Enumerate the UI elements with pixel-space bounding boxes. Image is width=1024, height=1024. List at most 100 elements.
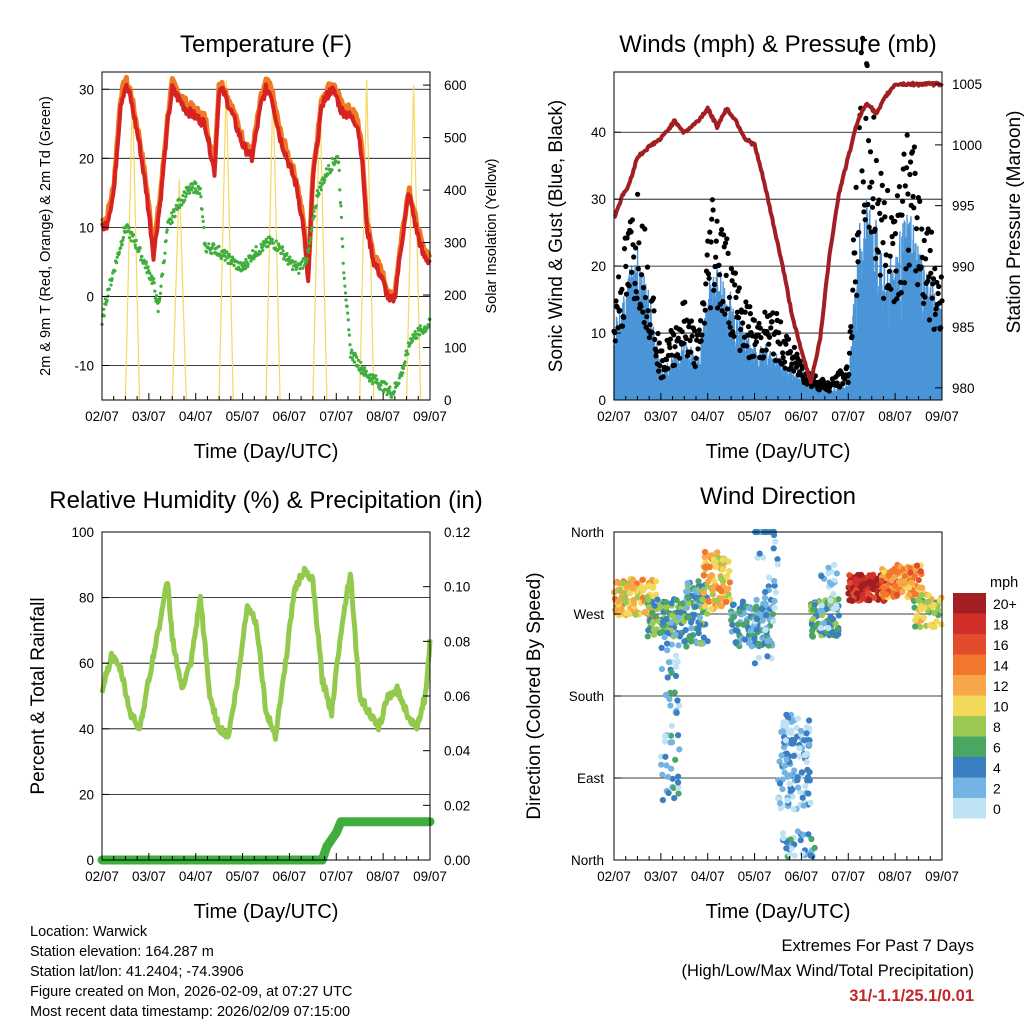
direction-point [748,627,755,634]
gust-point [671,332,677,338]
latlon-text: Station lat/lon: 41.2404; -74.3906 [30,964,244,980]
gust-point [902,183,908,189]
direction-point [752,605,759,613]
gust-point [879,217,885,223]
y2-tick-label: 0.02 [444,798,470,813]
dewpoint-point [355,355,359,359]
direction-point [659,619,667,626]
direction-point [705,578,712,585]
direction-point [688,619,695,626]
dewpoint-point [341,245,345,249]
direction-point [808,835,815,843]
gust-point [758,335,764,341]
direction-point [831,561,838,569]
direction-point [891,574,898,581]
gust-point [682,299,688,305]
legend-swatch [953,675,986,696]
wind-direction-title: Wind Direction [700,483,856,510]
legend-label: 18 [993,617,1009,633]
gust-point [616,274,622,280]
direction-point [675,614,682,621]
gust-point [898,279,904,285]
direction-point [673,663,680,670]
dewpoint-point [109,283,113,287]
gust-point [888,215,895,221]
direction-point [777,805,784,812]
gust-point [913,268,919,274]
gust-point [757,325,763,331]
direction-point [770,618,777,625]
gust-point [780,350,786,356]
direction-point [771,577,778,585]
gust-point [706,275,712,281]
gust-point [892,231,899,237]
gust-point [852,279,859,285]
gust-point [689,333,695,339]
dewpoint-point [378,387,382,391]
direction-point [810,606,817,613]
direction-point [813,622,820,629]
x-tick-label: 07/07 [831,409,865,424]
gust-point [617,307,623,314]
direction-point [906,584,913,591]
dewpoint-point [251,249,255,253]
humidity-grid [102,597,430,795]
direction-point [679,600,686,607]
direction-point [629,576,637,583]
gust-point [928,270,934,276]
gust-point [621,246,628,252]
dewpoint-point [397,381,401,385]
gust-point [626,283,632,289]
gust-point [644,264,651,270]
direction-point [701,603,709,610]
dewpoint-point [146,265,150,269]
dewpoint-point [343,291,348,295]
direction-point [700,634,707,641]
gust-point [844,364,850,370]
dewpoint-point [286,262,290,266]
direction-point [697,621,704,629]
direction-point [617,588,624,595]
x-tick-label: 05/07 [738,409,772,424]
legend-swatch [953,716,986,737]
direction-point [667,739,674,746]
x-tick-label: 06/07 [785,409,819,424]
gust-point [791,344,798,350]
gust-point [894,296,900,302]
dewpoint-point [156,309,160,314]
dewpoint-point [370,382,375,386]
direction-point [869,573,876,580]
direction-point [732,639,739,646]
gust-point [898,290,904,296]
gust-point [875,249,882,255]
gust-point [900,198,906,204]
y2-tick-label: 1005 [952,77,982,92]
dewpoint-point [162,259,166,263]
direction-point [925,598,932,606]
direction-point [804,777,811,784]
x-tick-label: 05/07 [226,869,260,884]
direction-point [793,724,800,731]
gust-point [740,320,746,326]
dewpoint-point [281,249,285,253]
direction-point [818,573,825,580]
gust-point [871,114,877,120]
dewpoint-point [264,237,268,241]
dewpoint-point [185,192,189,196]
direction-point [936,597,944,604]
direction-point [673,597,680,604]
gust-point [846,350,853,356]
dewpoint-point [356,358,360,362]
y-tick-label: South [569,689,604,704]
direction-point [664,647,671,654]
y2-tick-label: 100 [444,341,467,356]
direction-point [777,800,784,807]
dewpoint-point [401,371,405,375]
direction-point [761,594,769,602]
dewpoint-point [142,258,146,262]
gust-point [769,319,775,325]
gust-point [883,262,889,268]
dewpoint-point [259,250,263,254]
